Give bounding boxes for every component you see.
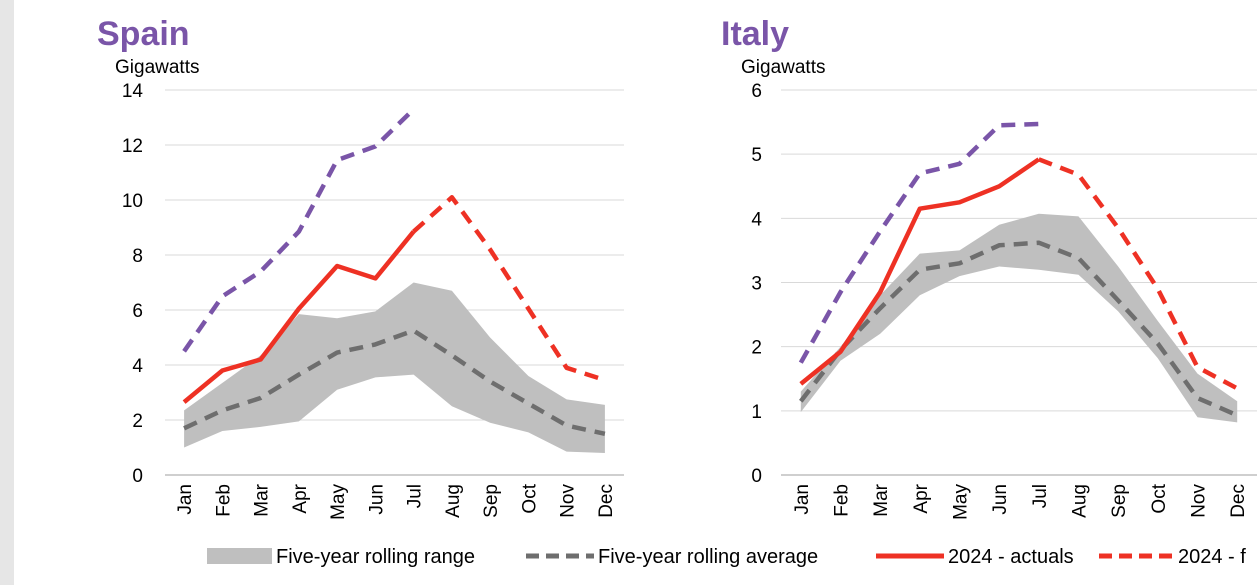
- y-tick-label: 2: [132, 411, 143, 432]
- series-line-2024-actuals: [799, 157, 1041, 386]
- legend-label: Five-year rolling average: [598, 546, 818, 568]
- y-tick-label: 10: [122, 191, 143, 212]
- series-line-dashed-purple: [182, 107, 416, 353]
- y-tick-label: 0: [751, 466, 762, 487]
- series-line-dashed-red: [412, 195, 606, 383]
- y-tick-label: 8: [132, 246, 143, 267]
- x-tick-label: Aug: [1070, 484, 1091, 518]
- chart-title: Italy: [721, 15, 789, 53]
- x-tick-label: Sep: [1109, 484, 1130, 518]
- x-tick-label: Apr: [290, 483, 311, 513]
- x-tick-label: Dec: [1228, 484, 1249, 518]
- x-tick-label: Feb: [832, 484, 853, 517]
- x-tick-label: Sep: [481, 484, 502, 518]
- chart-spain: Spain Gigawatts 0 2 4 6 8 10 12 14 Jan Feb Mar Apr May…: [97, 15, 624, 520]
- x-tick-label: Mar: [871, 483, 892, 516]
- series-line-dashed-purple: [798, 121, 1039, 364]
- legend-label: Five-year rolling range: [276, 546, 475, 568]
- y-tick-label: 6: [132, 301, 143, 322]
- legend-item-2024-f: 2024 - f: [1099, 546, 1246, 568]
- y-tick-label: 5: [751, 145, 762, 166]
- series-line-five-year-rolling-average: [799, 240, 1239, 418]
- x-tick-label: Oct: [519, 483, 540, 513]
- legend-label: 2024 - actuals: [948, 546, 1074, 568]
- y-tick-label: 2: [751, 338, 762, 359]
- x-tick-label: Aug: [443, 484, 464, 518]
- series-line-2024-actuals: [182, 230, 416, 404]
- x-tick-label: Jul: [405, 484, 426, 508]
- x-tick-label: Feb: [213, 484, 234, 517]
- y-tick-label: 4: [132, 356, 143, 377]
- x-tick-label: Oct: [1149, 483, 1170, 513]
- x-tick-label: May: [951, 484, 972, 520]
- x-tick-label: Dec: [596, 484, 617, 518]
- x-tick-label: Jun: [990, 484, 1011, 515]
- series-line-dashed-red: [1037, 157, 1239, 391]
- x-tick-label: Jul: [1030, 484, 1051, 508]
- y-tick-label: 14: [122, 81, 144, 102]
- five-year-range-band: [184, 282, 605, 453]
- five-year-range-band: [800, 213, 1238, 423]
- legend: Five-year rolling range Five-year rolling…: [207, 546, 1246, 568]
- legend-item-five-year-rolling-range: Five-year rolling range: [207, 546, 475, 568]
- legend-item-five-year-rolling-average: Five-year rolling average: [526, 546, 818, 568]
- legend-swatch-band: [207, 548, 272, 564]
- x-tick-label: Jun: [366, 484, 387, 515]
- chart-italy: Italy Gigawatts 0 1 2 3 4 5 6 Jan Feb Mar Apr May Jun J…: [721, 15, 1257, 520]
- x-tick-label: Jan: [792, 484, 813, 515]
- x-tick-label: Nov: [558, 484, 579, 518]
- y-tick-label: 3: [751, 274, 762, 295]
- y-tick-label: 12: [122, 136, 143, 157]
- y-tick-label: 1: [751, 402, 762, 423]
- y-tick-label: 6: [751, 81, 762, 102]
- x-tick-label: Apr: [911, 483, 932, 513]
- y-axis-unit-label: Gigawatts: [115, 57, 199, 78]
- x-tick-label: Jan: [175, 484, 196, 515]
- x-tick-label: Nov: [1189, 484, 1210, 518]
- legend-item-2024-actuals: 2024 - actuals: [876, 546, 1074, 568]
- chart-page: Spain Gigawatts 0 2 4 6 8 10 12 14 Jan Feb Mar Apr May…: [14, 0, 1257, 585]
- series-line-five-year-rolling-average: [183, 328, 606, 436]
- x-tick-label: May: [328, 484, 349, 520]
- y-axis-unit-label: Gigawatts: [741, 57, 825, 78]
- y-tick-label: 4: [751, 209, 762, 230]
- x-tick-label: Mar: [252, 483, 273, 516]
- chart-title: Spain: [97, 15, 190, 53]
- y-tick-label: 0: [132, 466, 143, 487]
- legend-label: 2024 - f: [1178, 546, 1246, 568]
